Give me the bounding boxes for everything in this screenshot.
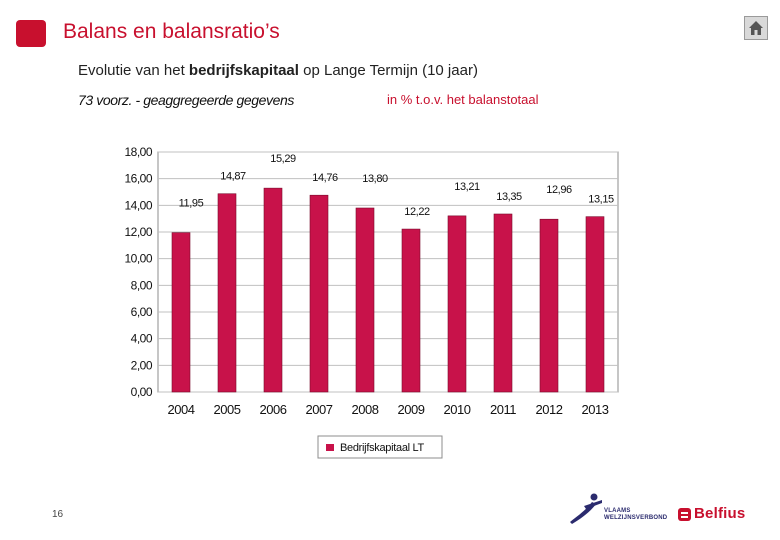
x-tick-label: 2006 <box>260 402 287 417</box>
brand-square-logo <box>16 20 46 47</box>
y-tick-label: 16,00 <box>124 172 152 186</box>
x-tick-label: 2005 <box>214 402 241 417</box>
y-tick-label: 6,00 <box>131 305 153 319</box>
data-label: 14,87 <box>220 171 246 183</box>
y-tick-label: 0,00 <box>131 385 153 399</box>
bar <box>309 194 329 393</box>
data-label: 12,22 <box>404 206 430 218</box>
legend-label: Bedrijfskapitaal LT <box>340 442 425 454</box>
bar <box>263 187 283 393</box>
home-button[interactable] <box>744 16 768 40</box>
data-label: 15,29 <box>270 153 296 165</box>
bar <box>217 193 237 393</box>
y-tick-label: 14,00 <box>124 198 152 212</box>
legend-box <box>317 435 443 459</box>
x-tick-label: 2004 <box>168 402 195 417</box>
bar <box>447 215 467 393</box>
page-number: 16 <box>52 509 64 520</box>
y-tick-label: 10,00 <box>124 252 152 266</box>
y-tick-label: 18,00 <box>124 145 152 159</box>
x-tick-label: 2013 <box>582 402 609 417</box>
bar <box>585 216 605 393</box>
chart-subtitle: Evolutie van het bedrijfskapitaal op Lan… <box>78 62 478 79</box>
data-label: 13,35 <box>496 191 522 203</box>
belfius-mark-icon <box>678 508 691 521</box>
legend-swatch <box>326 444 334 451</box>
x-tick-label: 2009 <box>398 402 425 417</box>
vv-line-2: WELZIJNSVERBOND <box>604 515 668 521</box>
x-tick-label: 2008 <box>352 402 379 417</box>
vv-line-1: VLAAMS <box>604 508 631 514</box>
x-tick-label: 2007 <box>306 402 333 417</box>
y-tick-label: 4,00 <box>131 332 153 346</box>
data-label: 13,15 <box>588 194 614 206</box>
home-icon <box>749 21 763 35</box>
vlaams-welzijnsverbond-text: VLAAMS WELZIJNSVERBOND <box>604 508 667 522</box>
page-title: Balans en balansratio’s <box>63 20 280 43</box>
data-source-note: 73 voorz. - geaggregeerde gegevens <box>78 92 295 108</box>
data-label: 14,76 <box>312 172 338 184</box>
bar <box>493 213 513 393</box>
y-tick-label: 8,00 <box>131 278 153 292</box>
data-label: 13,21 <box>454 181 480 193</box>
y-tick-label: 2,00 <box>131 358 153 372</box>
bar <box>171 232 191 393</box>
bar <box>539 218 559 393</box>
subtitle-bold: bedrijfskapitaal <box>188 62 299 79</box>
bar <box>401 228 421 393</box>
subtitle-post: op Lange Termijn (10 jaar) <box>298 62 478 79</box>
vlaams-welzijnsverbond-logo <box>570 493 602 524</box>
bar <box>355 207 375 393</box>
y-tick-label: 12,00 <box>124 225 152 239</box>
x-tick-label: 2012 <box>536 402 563 417</box>
subtitle-pre: Evolutie van het <box>78 62 189 79</box>
data-label: 12,96 <box>546 184 572 196</box>
belfius-wordmark: Belfius <box>694 505 746 522</box>
x-tick-label: 2011 <box>490 402 516 417</box>
x-tick-label: 2010 <box>444 402 471 417</box>
data-label: 11,95 <box>179 198 204 210</box>
unit-note: in % t.o.v. het balanstotaal <box>387 92 539 107</box>
data-label: 13,80 <box>362 173 388 185</box>
